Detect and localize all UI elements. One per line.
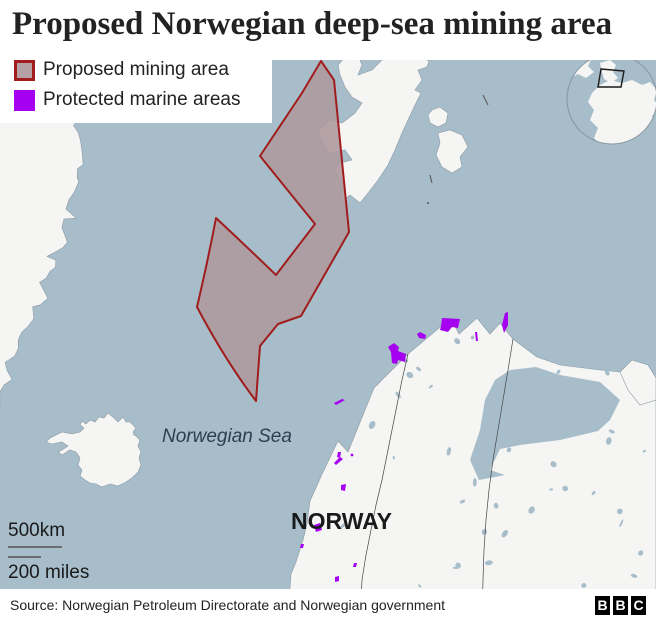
svg-text:NORWAY: NORWAY: [291, 508, 392, 534]
svg-text:200 miles: 200 miles: [8, 562, 89, 583]
svg-text:Norwegian Sea: Norwegian Sea: [162, 426, 292, 447]
svg-text:500km: 500km: [8, 520, 65, 541]
